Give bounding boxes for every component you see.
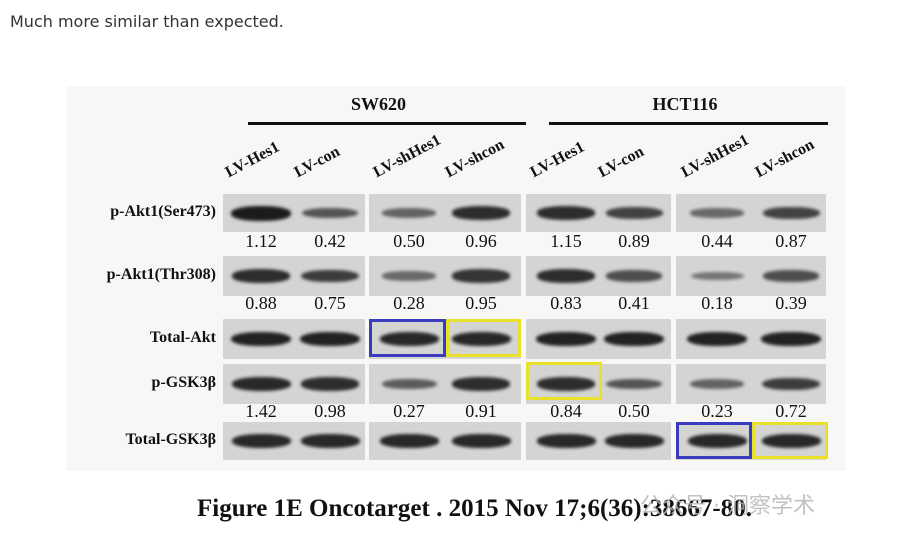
protein-band bbox=[689, 378, 745, 390]
protein-band bbox=[301, 269, 359, 283]
protein-band bbox=[606, 270, 662, 282]
protein-band bbox=[605, 206, 663, 220]
quantification-value: 0.91 bbox=[465, 401, 497, 421]
quantification-value: 0.41 bbox=[618, 293, 650, 313]
figure-caption: Figure 1E Oncotarget . 2015 Nov 17;6(36)… bbox=[197, 495, 753, 522]
quantification-value: 0.75 bbox=[314, 293, 346, 313]
western-blot-figure: SW620 HCT116 LV-Hes1 LV-con LV-shHes1 LV-shco… bbox=[66, 86, 846, 471]
quantification-value: 0.88 bbox=[245, 293, 277, 313]
highlight-box-yellow bbox=[446, 319, 521, 357]
protein-band bbox=[761, 433, 821, 449]
row-label: p-Akt1(Ser473) bbox=[110, 203, 216, 220]
lane-label: LV-con bbox=[291, 143, 343, 182]
quantification-value: 0.50 bbox=[618, 401, 650, 421]
protein-band bbox=[231, 376, 291, 392]
protein-band bbox=[300, 377, 360, 391]
row-label: p-Akt1(Thr308) bbox=[106, 266, 216, 283]
watermark-text: 公众号 · 洞察学术 bbox=[640, 494, 815, 519]
protein-band bbox=[379, 433, 439, 449]
protein-band bbox=[536, 206, 596, 220]
quantification-value: 0.84 bbox=[550, 401, 582, 421]
quantification-value: 0.50 bbox=[393, 231, 425, 251]
row-label: Total-GSK3β bbox=[125, 431, 216, 448]
protein-band bbox=[382, 271, 436, 281]
quantification-value: 1.12 bbox=[245, 231, 277, 251]
protein-band bbox=[604, 433, 664, 449]
protein-band bbox=[451, 206, 511, 220]
protein-band bbox=[762, 206, 820, 220]
protein-band bbox=[761, 331, 821, 347]
protein-band bbox=[687, 433, 747, 449]
protein-band bbox=[379, 331, 439, 347]
quantification-value: 0.28 bbox=[393, 293, 425, 313]
protein-band bbox=[536, 331, 596, 347]
protein-band bbox=[451, 377, 511, 391]
highlight-box-blue bbox=[676, 422, 752, 459]
lane-label: LV-Hes1 bbox=[222, 138, 283, 182]
row-label: Total-Akt bbox=[149, 329, 216, 346]
quantification-value: 0.42 bbox=[314, 231, 346, 251]
quantification-value: 0.44 bbox=[701, 231, 733, 251]
protein-band bbox=[690, 271, 744, 281]
protein-band bbox=[762, 377, 820, 391]
group-underline bbox=[549, 122, 828, 125]
protein-band bbox=[381, 378, 437, 390]
quantification-value: 0.83 bbox=[550, 293, 582, 313]
lane-label: LV-shHes1 bbox=[370, 131, 444, 182]
protein-band bbox=[300, 433, 360, 449]
lane-label: LV-shHes1 bbox=[678, 131, 752, 182]
protein-band bbox=[536, 269, 596, 283]
quantification-value: 0.98 bbox=[314, 401, 346, 421]
protein-band bbox=[687, 331, 747, 347]
quantification-value: 0.89 bbox=[618, 231, 650, 251]
protein-band bbox=[451, 331, 511, 347]
quantification-value: 0.95 bbox=[465, 293, 497, 313]
lane-label: LV-shcon bbox=[442, 136, 508, 182]
protein-band bbox=[690, 208, 744, 218]
quantification-value: 0.27 bbox=[393, 401, 425, 421]
quantification-value: 1.15 bbox=[550, 231, 582, 251]
protein-band bbox=[231, 331, 291, 347]
group-underline bbox=[248, 122, 526, 125]
comment-text: Much more similar than expected. bbox=[10, 12, 284, 31]
protein-band bbox=[536, 433, 596, 449]
quantification-value: 1.42 bbox=[245, 401, 277, 421]
row-label: p-GSK3β bbox=[151, 374, 216, 391]
protein-band bbox=[231, 269, 291, 283]
highlight-box-yellow bbox=[752, 422, 828, 459]
lane-label: LV-shcon bbox=[752, 136, 818, 182]
quantification-value: 0.72 bbox=[775, 401, 807, 421]
protein-band bbox=[300, 331, 360, 347]
group-label-hct116: HCT116 bbox=[652, 94, 718, 114]
protein-band bbox=[231, 205, 291, 221]
lane-label: LV-con bbox=[595, 143, 647, 182]
highlight-box-blue bbox=[369, 319, 446, 357]
protein-band bbox=[606, 378, 662, 390]
highlight-box-yellow bbox=[526, 362, 602, 400]
protein-band bbox=[451, 433, 511, 449]
quantification-value: 0.23 bbox=[701, 401, 733, 421]
protein-band bbox=[381, 207, 437, 219]
protein-band bbox=[452, 269, 510, 283]
quantification-value: 0.87 bbox=[775, 231, 807, 251]
quantification-value: 0.96 bbox=[465, 231, 497, 251]
protein-band bbox=[536, 377, 596, 391]
protein-band bbox=[302, 207, 358, 219]
protein-band bbox=[763, 270, 819, 282]
group-label-sw620: SW620 bbox=[351, 94, 407, 114]
protein-band bbox=[604, 331, 664, 347]
quantification-value: 0.18 bbox=[701, 293, 733, 313]
quantification-value: 0.39 bbox=[775, 293, 807, 313]
protein-band bbox=[231, 433, 291, 449]
lane-label: LV-Hes1 bbox=[527, 138, 588, 182]
